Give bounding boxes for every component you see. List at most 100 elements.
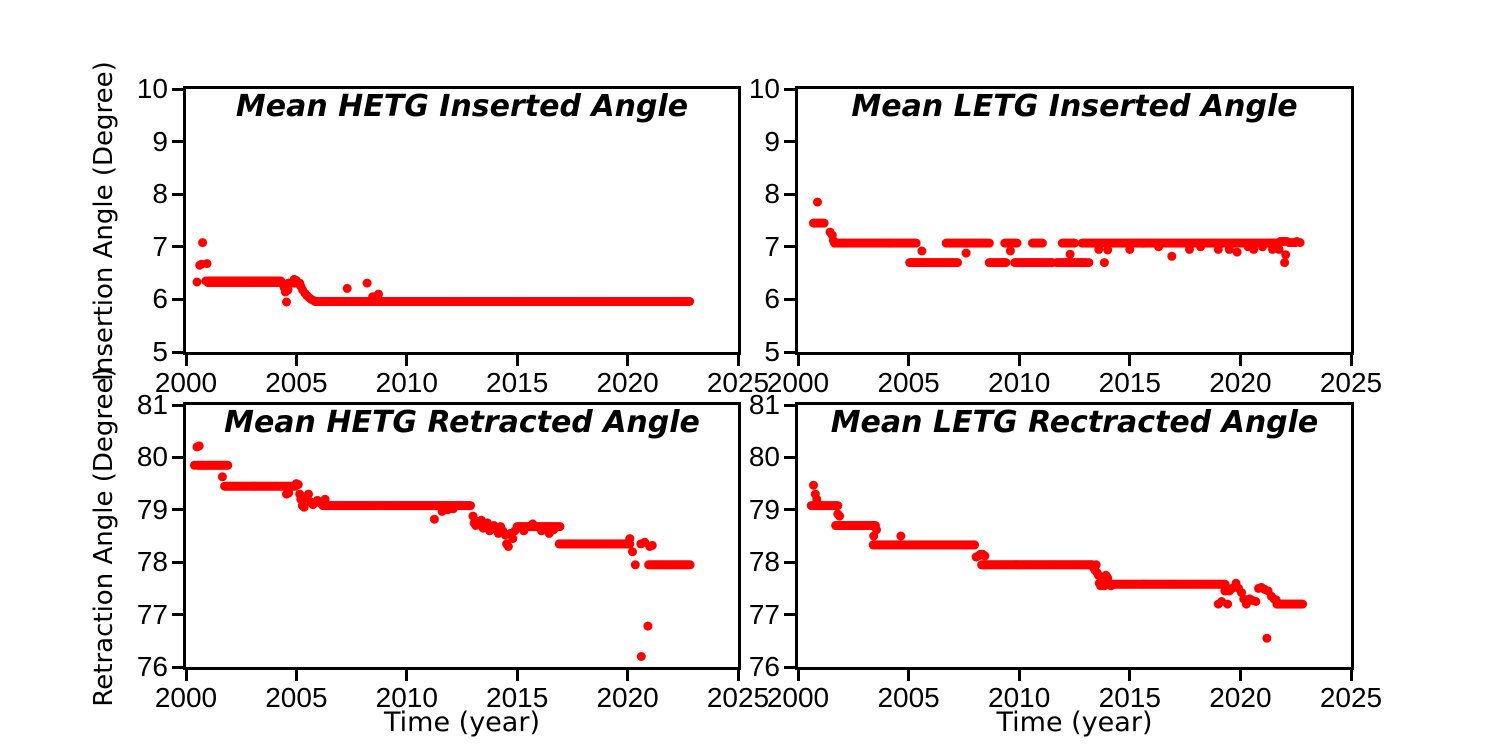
y-tick xyxy=(172,508,183,512)
scatter-point xyxy=(217,472,227,482)
scatter-point xyxy=(896,531,906,541)
scatter-point xyxy=(1262,633,1272,643)
x-tick xyxy=(405,355,409,366)
y-tick xyxy=(784,455,795,459)
x-tick-label: 2010 xyxy=(375,682,438,713)
scatter-point xyxy=(961,248,971,258)
scatter-point xyxy=(1224,244,1234,254)
scatter-point xyxy=(636,652,646,661)
y-tick-label: 10 xyxy=(136,73,168,104)
y-tick-label: 8 xyxy=(152,178,168,210)
scatter-point xyxy=(283,285,293,295)
x-tick-label: 2005 xyxy=(265,367,328,398)
y-tick xyxy=(172,140,183,144)
scatter-point xyxy=(1295,238,1305,248)
scatter-point xyxy=(429,514,439,524)
y-tick-label: 9 xyxy=(152,125,168,157)
scatter-point xyxy=(1249,244,1259,254)
x-tick xyxy=(1128,670,1132,681)
x-tick xyxy=(907,670,911,681)
x-tick-label: 2025 xyxy=(1319,682,1383,713)
y-tick xyxy=(784,87,795,91)
scatter-point xyxy=(917,246,927,256)
x-tick xyxy=(184,355,188,366)
scatter-point xyxy=(282,297,291,307)
x-tick xyxy=(1017,670,1021,681)
scatter-point xyxy=(970,540,980,550)
panel-letg-retracted-angle: Mean LETG Rectracted Angle 2000 2005 2010 2… xyxy=(749,389,1382,713)
scatter-point xyxy=(304,489,313,499)
scatter-point xyxy=(1103,245,1113,255)
y-tick-label: 6 xyxy=(152,283,168,315)
x-tick-label: 2025 xyxy=(1319,367,1383,398)
scatter-point xyxy=(202,259,212,269)
scatter-point xyxy=(872,525,881,535)
scatter-point xyxy=(630,560,640,570)
y-tick-label: 80 xyxy=(136,441,168,473)
y-tick-label: 79 xyxy=(748,493,780,525)
scatter-point xyxy=(1232,247,1242,257)
scatter-point xyxy=(1298,599,1308,609)
scatter-point xyxy=(1213,244,1223,254)
x-tick-label: 2020 xyxy=(596,367,659,398)
scatter-point xyxy=(293,480,303,490)
scatter-point xyxy=(1001,258,1011,268)
scatter-point xyxy=(503,542,513,551)
scatter-point xyxy=(374,289,383,299)
scatter-point xyxy=(1005,246,1015,256)
x-tick-label: 2000 xyxy=(766,682,830,713)
y-tick xyxy=(784,665,795,669)
x-tick-label: 2000 xyxy=(154,682,218,713)
x-tick-label: 2005 xyxy=(877,682,940,713)
scatter-point xyxy=(537,526,546,536)
scatter-point xyxy=(833,501,843,511)
scatter-point xyxy=(1125,244,1135,254)
y-tick-label: 10 xyxy=(748,73,780,104)
x-tick xyxy=(1238,355,1242,366)
y-tick-label: 81 xyxy=(136,389,168,420)
x-tick xyxy=(796,355,800,366)
x-tick-label: 2000 xyxy=(766,367,830,398)
y-tick-label: 7 xyxy=(764,230,780,262)
scatter-point xyxy=(1012,238,1022,248)
scatter-point xyxy=(685,560,695,570)
y-tick-label: 77 xyxy=(136,598,168,630)
y-tick xyxy=(172,560,183,564)
x-tick-label: 2015 xyxy=(486,682,549,713)
y-tick-label: 5 xyxy=(152,336,168,367)
y-tick xyxy=(172,87,183,91)
scatter-point xyxy=(1268,244,1277,254)
scatter-point xyxy=(685,297,695,306)
x-tick xyxy=(736,670,740,681)
plot-title: Mean HETG Inserted Angle xyxy=(235,89,689,124)
y-tick-label: 6 xyxy=(764,283,780,315)
scatter-point xyxy=(1084,258,1094,268)
x-axis-label-time-left: Time (year) xyxy=(384,707,540,738)
x-tick-label: 2020 xyxy=(1209,682,1272,713)
scatter-point xyxy=(299,502,309,512)
y-tick xyxy=(784,613,795,617)
scatter-point xyxy=(1037,238,1047,248)
scatter-point xyxy=(1099,258,1109,268)
x-tick xyxy=(515,355,519,366)
scatter-point xyxy=(284,488,294,498)
scatter-point xyxy=(980,551,990,561)
y-tick xyxy=(784,403,795,407)
y-tick-label: 9 xyxy=(764,125,780,157)
plot-title: Mean LETG Inserted Angle xyxy=(851,89,1298,124)
x-tick-label: 2000 xyxy=(154,367,218,398)
scatter-points-layer xyxy=(189,441,695,661)
scatter-point xyxy=(1223,599,1233,609)
scatter-point xyxy=(819,218,829,228)
x-tick xyxy=(1238,670,1242,681)
scatter-point xyxy=(1251,597,1261,606)
y-tick xyxy=(784,508,795,512)
scatter-point xyxy=(628,547,637,557)
y-tick-label: 8 xyxy=(764,178,780,210)
scatter-point xyxy=(1271,595,1281,605)
scatter-point xyxy=(549,525,559,535)
scatter-point xyxy=(647,540,657,550)
scatter-point xyxy=(189,460,199,470)
x-tick-label: 2005 xyxy=(265,682,328,713)
